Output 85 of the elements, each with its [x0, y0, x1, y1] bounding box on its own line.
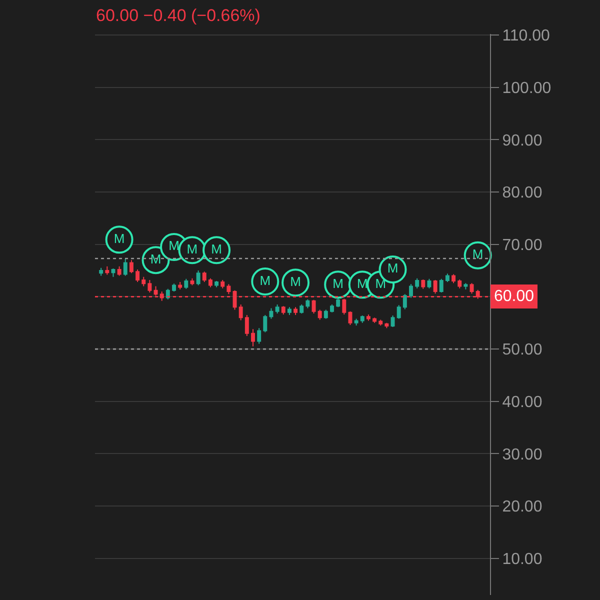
candlestick	[220, 279, 225, 289]
data-label: M	[168, 238, 180, 254]
data-label: M	[290, 274, 301, 289]
candlestick	[294, 306, 298, 316]
candlestick	[372, 317, 377, 324]
candlestick	[105, 266, 110, 276]
data-label: M	[387, 260, 398, 276]
candlestick	[136, 268, 140, 283]
candlestick	[172, 283, 176, 292]
candlestick	[148, 279, 152, 294]
candlestick	[312, 299, 316, 314]
data-label: M	[211, 241, 222, 256]
data-label: M	[332, 276, 344, 291]
candlestick	[214, 280, 219, 288]
candlestick	[184, 278, 188, 290]
y-tick-label: 80.00	[502, 184, 542, 202]
candlestick	[306, 298, 310, 309]
candlestick	[202, 271, 206, 283]
candlestick	[244, 314, 249, 336]
y-tick-label: 100.00	[502, 80, 552, 97]
candlestick	[99, 267, 104, 276]
candlestick	[117, 266, 122, 276]
candlestick	[470, 282, 474, 294]
candlestick	[238, 304, 243, 321]
candlestick	[269, 308, 274, 320]
y-tick-label: 20.00	[502, 498, 542, 516]
y-tick-label: 110.00	[502, 28, 550, 45]
candlestick	[251, 328, 255, 347]
candlestick	[336, 297, 340, 308]
data-label: M	[375, 276, 386, 291]
point	[202, 236, 231, 264]
candlestick	[178, 282, 182, 290]
candlestick	[445, 273, 450, 283]
point	[251, 268, 280, 296]
data-label: M	[356, 276, 368, 291]
candlestick	[257, 328, 262, 344]
candlestick	[415, 278, 420, 289]
candlestick	[226, 284, 231, 295]
y-tick-label: 10.00	[502, 550, 542, 568]
candlestick	[330, 304, 334, 313]
candlestick	[402, 294, 407, 310]
candlestick	[123, 258, 128, 276]
candlestick	[390, 315, 395, 328]
candlestick	[324, 309, 328, 320]
candlestick	[208, 278, 212, 288]
candlestick	[190, 278, 194, 286]
candlestick	[360, 315, 364, 324]
candlestick	[396, 304, 401, 320]
y-tick-label: 50.00	[502, 342, 542, 359]
data-label: M	[472, 246, 484, 262]
candlestick	[427, 278, 432, 289]
candlestick	[196, 270, 200, 286]
candlestick	[318, 309, 322, 320]
y-tick-label: 40.00	[502, 394, 542, 411]
candlestick	[263, 314, 268, 333]
ref-line-label: 60.00	[494, 288, 534, 305]
candlestick	[458, 278, 462, 289]
data-label: M	[150, 251, 162, 266]
candlestick	[421, 278, 426, 290]
y-tick-label: 30.00	[502, 446, 542, 464]
y-tick-label: 70.00	[502, 236, 542, 254]
candlestick	[378, 319, 383, 326]
candlestick	[464, 282, 468, 290]
candlestick	[409, 284, 413, 298]
point	[282, 268, 310, 297]
candlestick	[452, 274, 456, 284]
y-tick-label: 90.00	[502, 132, 542, 150]
candlestick	[366, 314, 370, 322]
chart-title: 60.00 −0.40 (−0.66%)	[96, 6, 260, 25]
candlestick	[287, 306, 292, 316]
candlestick	[439, 278, 444, 294]
candlestick	[142, 276, 146, 287]
point	[105, 226, 134, 254]
candlestick	[111, 268, 116, 278]
candlestick	[354, 318, 358, 326]
candlestick	[348, 310, 352, 326]
candlestick	[281, 306, 286, 315]
data-label: M	[114, 230, 125, 246]
candlestick	[275, 304, 280, 314]
candlestick	[384, 322, 389, 329]
data-label: M	[260, 272, 271, 288]
candlestick	[129, 260, 134, 274]
candlestick	[433, 279, 438, 294]
data-label: M	[186, 241, 198, 256]
candlestick	[300, 304, 304, 314]
